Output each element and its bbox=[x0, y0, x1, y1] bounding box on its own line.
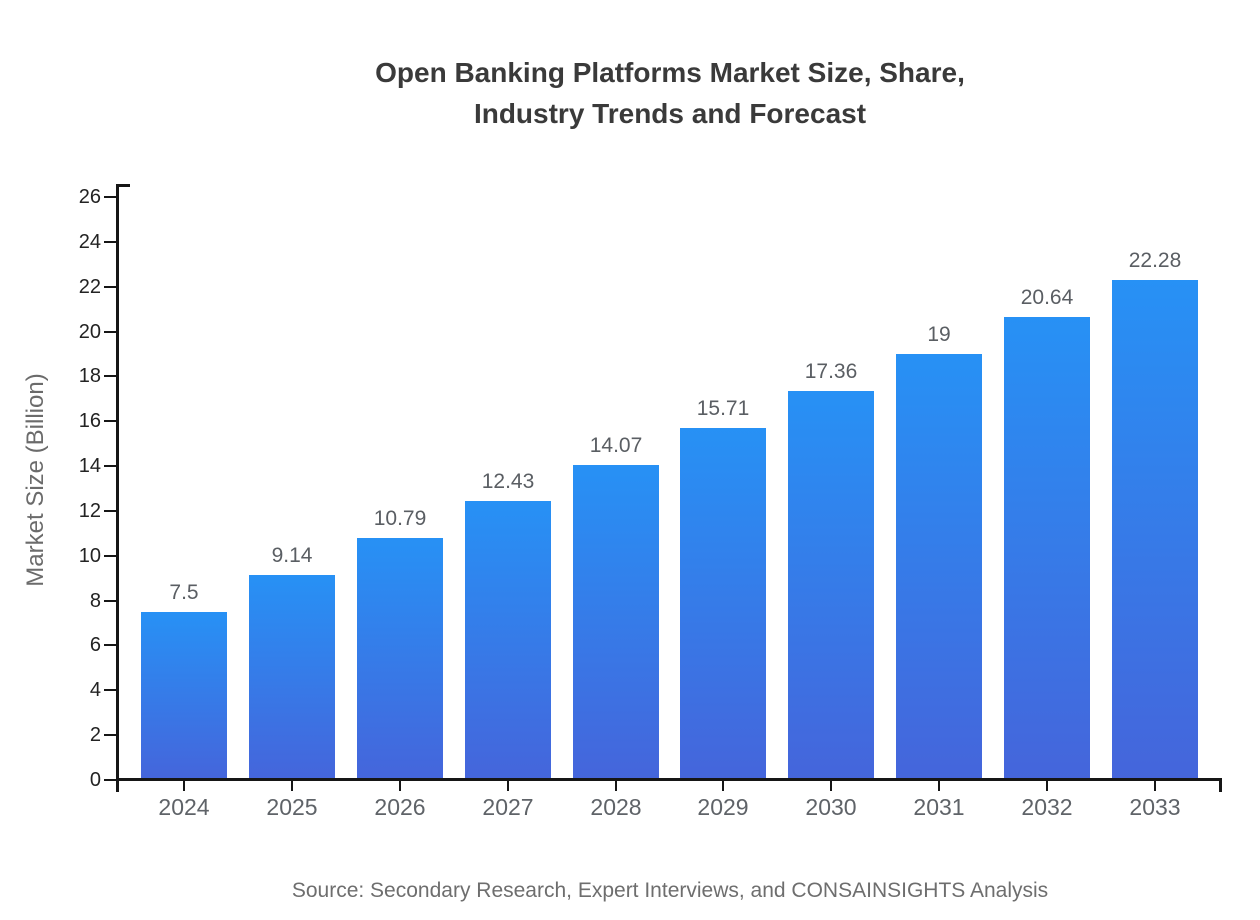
x-tick bbox=[507, 778, 509, 791]
y-tick bbox=[104, 510, 117, 512]
y-tick bbox=[104, 196, 117, 198]
y-tick bbox=[104, 779, 117, 781]
chart-title: Open Banking Platforms Market Size, Shar… bbox=[118, 52, 1222, 134]
bar-2027 bbox=[465, 501, 551, 780]
x-axis-end-cap bbox=[1219, 778, 1222, 792]
y-tick-label: 0 bbox=[89, 769, 101, 791]
y-tick-label: 20 bbox=[78, 321, 101, 343]
bar-2024 bbox=[141, 612, 227, 780]
y-tick bbox=[104, 286, 117, 288]
bar-value-label: 15.71 bbox=[696, 397, 750, 420]
x-tick-label: 2033 bbox=[1129, 794, 1181, 820]
y-tick-label: 8 bbox=[89, 590, 101, 612]
bar-value-label: 12.43 bbox=[481, 470, 535, 493]
y-tick-label: 22 bbox=[78, 276, 101, 298]
y-axis-end-cap bbox=[116, 184, 130, 187]
bar-2032 bbox=[1004, 317, 1090, 780]
y-tick bbox=[104, 600, 117, 602]
x-tick bbox=[938, 778, 940, 791]
x-tick bbox=[291, 778, 293, 791]
x-tick-label: 2030 bbox=[805, 794, 857, 820]
bar-value-label: 7.5 bbox=[169, 581, 199, 604]
y-tick bbox=[104, 465, 117, 467]
x-tick-label: 2024 bbox=[158, 794, 210, 820]
x-tick bbox=[399, 778, 401, 791]
x-tick-label: 2028 bbox=[590, 794, 642, 820]
bar-2028 bbox=[573, 465, 659, 780]
y-tick bbox=[104, 420, 117, 422]
x-tick-label: 2027 bbox=[482, 794, 534, 820]
x-tick-label: 2031 bbox=[913, 794, 965, 820]
x-tick-label: 2025 bbox=[266, 794, 318, 820]
bar-value-label: 20.64 bbox=[1020, 286, 1074, 309]
x-tick bbox=[1154, 778, 1156, 791]
y-tick-label: 18 bbox=[78, 365, 101, 387]
y-tick-label: 12 bbox=[78, 500, 101, 522]
x-tick bbox=[1046, 778, 1048, 791]
bar-value-label: 10.79 bbox=[373, 507, 427, 530]
x-tick-label: 2032 bbox=[1021, 794, 1073, 820]
bar-2030 bbox=[788, 391, 874, 780]
y-tick-label: 24 bbox=[78, 231, 101, 253]
x-tick bbox=[615, 778, 617, 791]
x-tick bbox=[830, 778, 832, 791]
bar-value-label: 22.28 bbox=[1128, 249, 1182, 272]
y-tick-label: 10 bbox=[78, 545, 101, 567]
bar-value-label: 14.07 bbox=[589, 434, 643, 457]
bar-value-label: 19 bbox=[927, 323, 951, 346]
x-tick bbox=[722, 778, 724, 791]
x-tick-label: 2026 bbox=[374, 794, 426, 820]
x-axis-origin-tick bbox=[116, 778, 119, 792]
y-tick bbox=[104, 331, 117, 333]
bar-value-label: 9.14 bbox=[271, 544, 313, 567]
bar-2033 bbox=[1112, 280, 1198, 780]
y-tick-label: 6 bbox=[89, 634, 101, 656]
y-tick bbox=[104, 555, 117, 557]
bar-value-label: 17.36 bbox=[804, 360, 858, 383]
x-tick bbox=[183, 778, 185, 791]
source-note: Source: Secondary Research, Expert Inter… bbox=[291, 879, 1049, 902]
y-tick bbox=[104, 734, 117, 736]
bar-2026 bbox=[357, 538, 443, 780]
chart-title-line1: Open Banking Platforms Market Size, Shar… bbox=[375, 57, 965, 88]
y-tick-label: 26 bbox=[78, 186, 101, 208]
bar-2031 bbox=[896, 354, 982, 780]
y-tick-label: 14 bbox=[78, 455, 101, 477]
y-tick bbox=[104, 689, 117, 691]
y-tick bbox=[104, 375, 117, 377]
y-tick-label: 16 bbox=[78, 410, 101, 432]
y-tick-label: 2 bbox=[89, 724, 101, 746]
chart-title-line2: Industry Trends and Forecast bbox=[473, 98, 867, 129]
bar-2029 bbox=[680, 428, 766, 780]
x-tick-label: 2029 bbox=[697, 794, 749, 820]
y-axis-line bbox=[116, 184, 119, 781]
y-tick-label: 4 bbox=[89, 679, 101, 701]
x-axis-line bbox=[116, 778, 1222, 781]
bar-2025 bbox=[249, 575, 335, 780]
y-tick bbox=[104, 644, 117, 646]
y-tick bbox=[104, 241, 117, 243]
